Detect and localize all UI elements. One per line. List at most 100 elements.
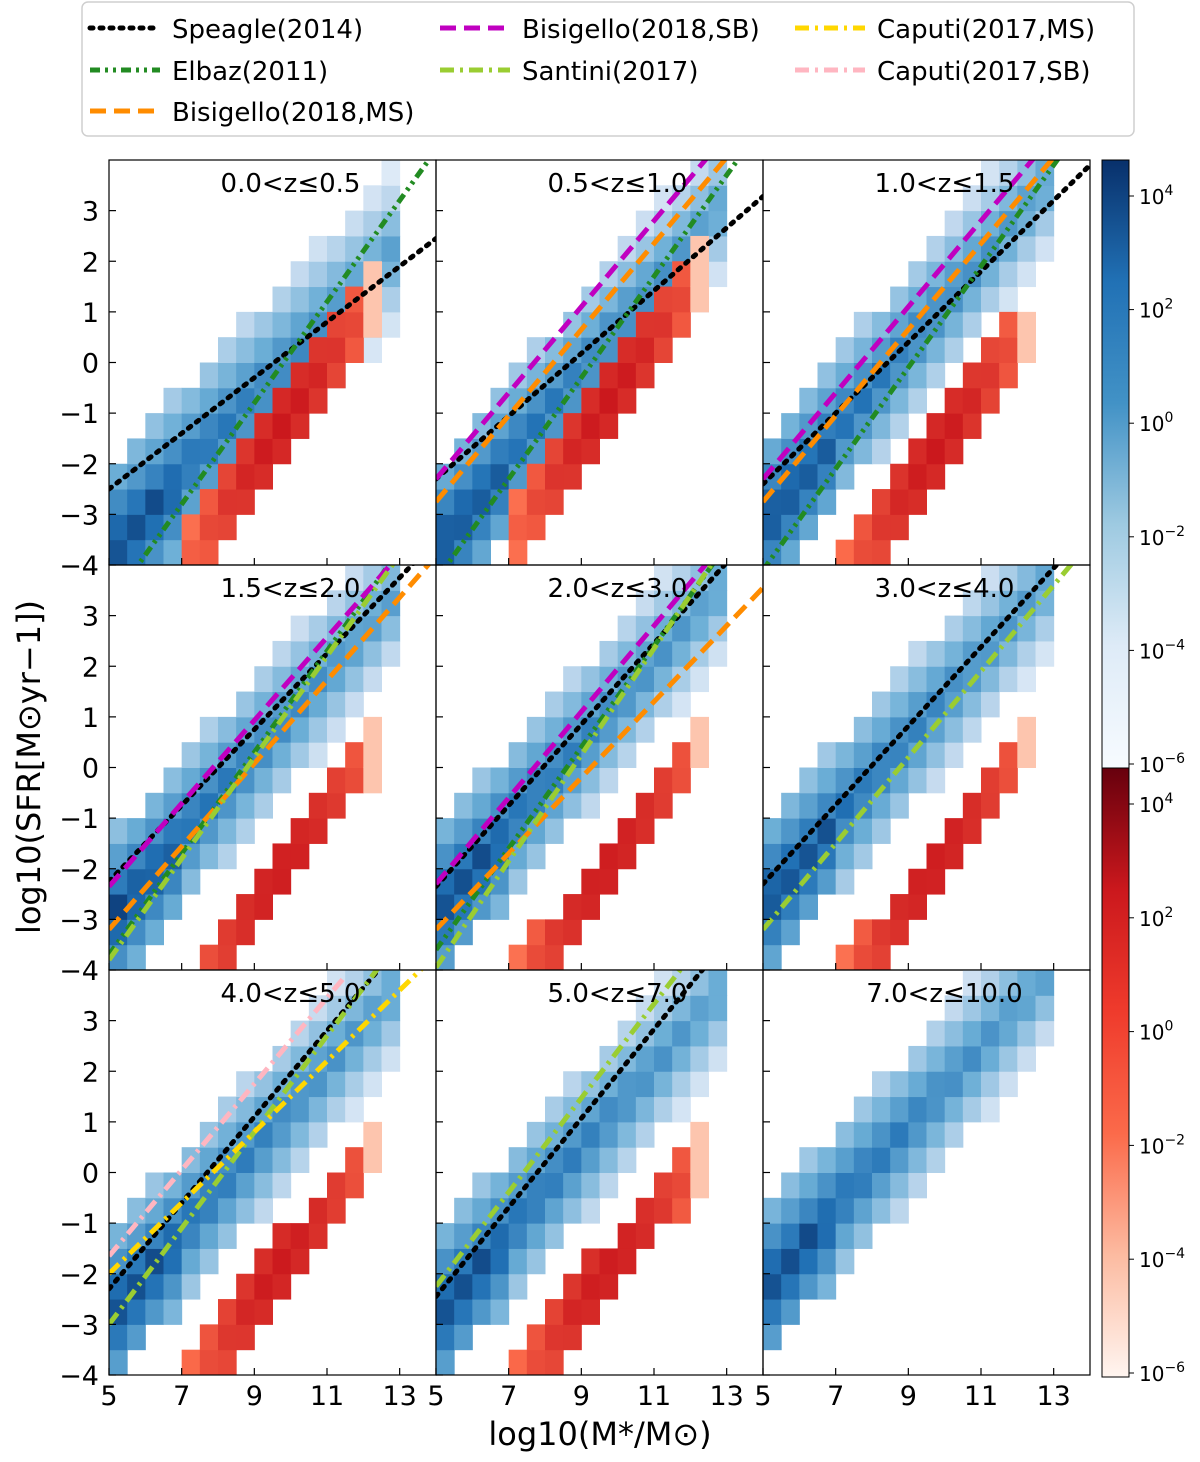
heat-cell-main-sequence: [436, 1223, 455, 1249]
heat-cell-main-sequence: [472, 1248, 491, 1275]
heat-cell-main-sequence: [799, 489, 818, 515]
heat-cell-main-sequence: [890, 691, 909, 718]
heat-cell-main-sequence: [672, 1020, 691, 1047]
heat-cell-main-sequence: [272, 767, 292, 794]
heat-cell-main-sequence: [599, 691, 619, 718]
heat-cell-main-sequence: [962, 311, 982, 338]
heat-cell-main-sequence: [508, 868, 528, 895]
heat-cell-main-sequence: [109, 489, 128, 515]
panel: 3.0<z≤4.0: [762, 564, 1091, 971]
heat-cell-main-sequence: [472, 767, 491, 794]
heat-cell-main-sequence: [1017, 185, 1036, 212]
panel-label: 2.0<z≤3.0: [548, 574, 688, 604]
heat-cell-main-sequence: [981, 666, 1000, 693]
heat-cell-main-sequence: [908, 362, 927, 389]
heat-cell-passive: [908, 463, 927, 490]
heat-cell-passive: [218, 944, 237, 970]
heat-cell-passive: [272, 1223, 292, 1249]
heat-cell-main-sequence: [853, 413, 873, 439]
heat-cell-main-sequence: [999, 995, 1018, 1022]
heat-cell-main-sequence: [272, 362, 292, 389]
heat-cell-main-sequence: [1035, 160, 1055, 186]
heat-cell-passive: [545, 1349, 564, 1375]
heat-cell-passive: [635, 337, 655, 363]
heat-cell-main-sequence: [890, 742, 909, 768]
heat-cell-main-sequence: [890, 1096, 909, 1123]
heat-cell-main-sequence: [454, 818, 473, 844]
heat-cell-main-sequence: [381, 160, 401, 186]
heat-cell-main-sequence: [708, 185, 728, 212]
heat-cell-passive: [672, 742, 691, 768]
panel-label: 0.5<z≤1.0: [548, 169, 688, 199]
panel-label: 1.0<z≤1.5: [875, 169, 1015, 199]
heat-cell-main-sequence: [581, 362, 600, 389]
heat-cell-main-sequence: [526, 387, 546, 414]
legend-entry: Caputi(2017,SB): [795, 57, 1091, 87]
heat-cell-passive: [327, 767, 346, 794]
heat-cell-main-sequence: [545, 1223, 564, 1249]
heat-cell-main-sequence: [163, 463, 183, 490]
heat-cell-main-sequence: [981, 1071, 1000, 1098]
heat-cell-main-sequence: [327, 261, 346, 288]
heat-cell-passive: [999, 742, 1018, 768]
heat-cell-main-sequence: [490, 1273, 510, 1300]
heat-cell-main-sequence: [872, 1121, 891, 1148]
heat-cell-main-sequence: [599, 1172, 619, 1199]
heat-cell-passive: [944, 843, 964, 870]
heat-cell-main-sequence: [563, 1172, 582, 1199]
heat-cell-main-sequence: [926, 337, 946, 363]
heat-cell-passive: [690, 286, 709, 313]
heat-cell-main-sequence: [181, 1248, 201, 1275]
heat-cell-passive: [363, 1121, 382, 1148]
heat-cell-main-sequence: [890, 792, 909, 819]
heat-cell-main-sequence: [781, 1172, 800, 1199]
heat-cell-main-sequence: [853, 337, 873, 363]
heat-cell-main-sequence: [908, 1045, 927, 1072]
heat-cell-main-sequence: [999, 286, 1018, 313]
heat-cell-main-sequence: [1035, 995, 1055, 1022]
heat-cell-passive: [890, 489, 909, 515]
heat-cell-main-sequence: [218, 438, 237, 465]
heat-cell-passive: [690, 1121, 709, 1148]
heat-cell-passive: [290, 843, 310, 870]
heat-cell-main-sequence: [763, 1248, 782, 1275]
heat-cell-main-sequence: [962, 1071, 982, 1098]
heat-cell-main-sequence: [654, 261, 673, 288]
heat-cell-main-sequence: [1035, 235, 1055, 262]
heat-cell-main-sequence: [1017, 235, 1036, 262]
heat-cell-passive: [581, 868, 600, 895]
heat-cell-main-sequence: [817, 868, 837, 895]
heat-cell-main-sequence: [872, 1071, 891, 1098]
colorbar: 10−6 10−4 10−2 100 102 104: [1101, 767, 1185, 1386]
heat-cell-main-sequence: [890, 716, 909, 743]
panel: 4.0<z≤5.0 −4 −3 −2 −1 0 1 2 3 5 7 9 11 13: [59, 969, 437, 1412]
heat-cell-main-sequence: [853, 716, 873, 743]
heat-cell-main-sequence: [1017, 1045, 1036, 1072]
heat-cell-main-sequence: [799, 1172, 818, 1199]
heat-cell-main-sequence: [254, 1147, 273, 1173]
heat-cell-main-sequence: [981, 995, 1000, 1022]
heat-cell-main-sequence: [127, 514, 146, 541]
heat-cell-main-sequence: [635, 261, 655, 288]
heat-cell-main-sequence: [308, 691, 328, 718]
heat-cell-main-sequence: [181, 1197, 201, 1224]
heat-cell-passive: [617, 337, 637, 363]
heat-cell-main-sequence: [199, 362, 219, 389]
heat-cell-main-sequence: [781, 792, 800, 819]
heat-cell-main-sequence: [708, 1045, 728, 1072]
heat-cell-passive: [236, 1273, 255, 1300]
heat-cell-passive: [254, 868, 273, 895]
heat-cell-main-sequence: [781, 489, 800, 515]
heat-cell-passive: [254, 1273, 273, 1300]
heat-cell-main-sequence: [436, 818, 455, 844]
heat-cell-main-sequence: [236, 1172, 255, 1199]
heat-cell-main-sequence: [781, 1299, 800, 1325]
heat-cell-main-sequence: [690, 1071, 709, 1098]
y-axis-label: log10(SFR[M⊙yr−1]): [10, 600, 48, 934]
heat-cell-passive: [526, 489, 546, 515]
heat-cell-passive: [345, 767, 364, 794]
heat-cell-main-sequence: [763, 438, 782, 465]
heat-cell-main-sequence: [526, 716, 546, 743]
heat-cell-main-sequence: [672, 235, 691, 262]
heat-cell-main-sequence: [545, 1197, 564, 1224]
